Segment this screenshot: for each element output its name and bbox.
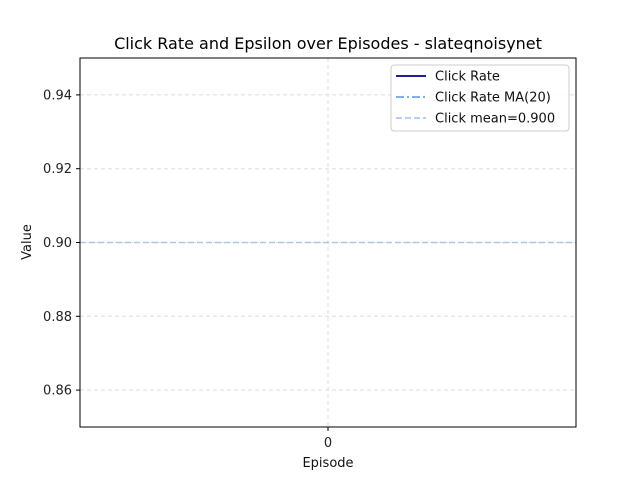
y-tick-label: 0.92 — [43, 162, 72, 177]
y-axis: 0.86 0.88 0.90 0.92 0.94 — [43, 88, 80, 399]
y-tick-label: 0.90 — [43, 236, 72, 251]
y-tick-label: 0.88 — [43, 310, 72, 325]
legend-label: Click Rate — [435, 70, 500, 85]
x-axis-title: Episode — [302, 456, 353, 471]
y-tick-label: 0.94 — [43, 88, 72, 103]
x-tick-label: 0 — [324, 436, 332, 451]
y-axis-title: Value — [20, 224, 35, 260]
legend-label: Click Rate MA(20) — [435, 91, 551, 106]
legend-box — [390, 64, 570, 132]
y-tick-label: 0.86 — [43, 384, 72, 399]
legend-label: Click mean=0.900 — [435, 112, 555, 127]
legend: Click Rate Click Rate MA(20) Click mean=0.… — [390, 64, 570, 132]
x-axis: 0 — [324, 427, 332, 451]
chart-title: Click Rate and Epsilon over Episodes - s… — [114, 34, 542, 53]
